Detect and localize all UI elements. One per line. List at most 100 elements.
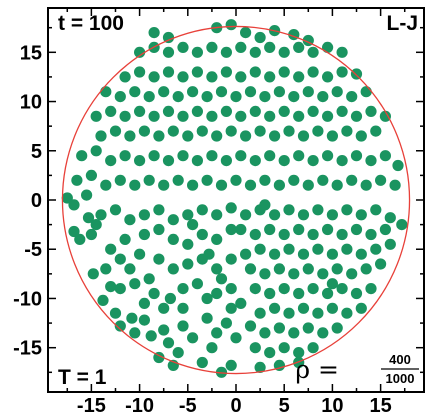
data-point: [273, 179, 285, 191]
data-point: [336, 283, 348, 295]
data-point: [225, 253, 237, 265]
data-point: [288, 174, 300, 186]
y-tick-label: 5: [31, 141, 42, 163]
data-point: [124, 263, 136, 275]
data-point: [138, 297, 150, 309]
data-point: [114, 283, 126, 295]
data-point: [370, 204, 382, 216]
data-point: [138, 125, 150, 137]
data-point: [264, 71, 276, 83]
data-point: [201, 292, 213, 305]
data-point: [317, 91, 329, 103]
data-point: [225, 202, 237, 214]
data-point: [148, 26, 160, 39]
data-point: [317, 268, 329, 280]
data-point: [293, 287, 305, 300]
data-point: [264, 347, 276, 359]
data-point: [148, 110, 160, 122]
data-point: [336, 228, 348, 241]
data-point: [215, 86, 228, 98]
data-point: [384, 238, 396, 250]
data-point: [389, 179, 401, 191]
data-point: [148, 287, 160, 300]
data-point: [109, 204, 122, 216]
data-point: [167, 263, 179, 275]
data-point: [379, 223, 391, 236]
data-point: [307, 66, 319, 78]
data-point: [235, 110, 247, 122]
data-point: [134, 105, 146, 117]
data-point: [182, 209, 194, 221]
data-point: [254, 125, 266, 137]
data-point: [182, 258, 194, 270]
data-point: [201, 174, 213, 186]
data-point: [162, 337, 175, 349]
data-point: [350, 287, 363, 300]
data-point: [162, 46, 175, 58]
data-point: [81, 189, 93, 201]
data-point: [177, 71, 189, 83]
data-point: [350, 223, 363, 236]
data-point: [177, 283, 189, 295]
data-point: [129, 278, 141, 290]
x-tick-label: -5: [179, 395, 197, 416]
data-point: [322, 110, 334, 122]
data-point: [167, 125, 179, 137]
x-tick-label: 10: [321, 395, 343, 416]
data-point: [172, 174, 184, 186]
density-numerator: 400: [389, 352, 411, 367]
data-point: [264, 41, 276, 54]
data-point: [326, 209, 338, 221]
data-point: [129, 327, 141, 339]
data-point: [172, 91, 184, 103]
data-point: [114, 253, 126, 265]
y-tick-label: -5: [24, 239, 42, 261]
data-point: [269, 130, 281, 142]
data-point: [336, 66, 348, 78]
data-point: [206, 110, 218, 122]
data-point: [297, 209, 310, 221]
data-point: [162, 155, 175, 167]
data-point: [177, 41, 189, 54]
data-point: [201, 91, 213, 103]
data-point: [220, 46, 232, 58]
data-point: [211, 287, 223, 300]
data-point: [182, 238, 194, 250]
data-point: [124, 214, 136, 226]
data-point: [273, 86, 285, 98]
data-point: [370, 243, 382, 255]
data-point: [162, 66, 175, 78]
data-point: [68, 225, 80, 238]
data-point: [346, 268, 358, 280]
data-point: [230, 174, 242, 186]
data-point: [379, 110, 391, 122]
data-point: [278, 105, 290, 117]
data-point: [283, 243, 295, 255]
boundary-circle: [61, 25, 411, 375]
data-point: [109, 307, 122, 319]
data-point: [350, 68, 363, 80]
data-point: [278, 342, 290, 354]
data-point: [273, 263, 285, 275]
data-point: [225, 223, 237, 236]
data-point: [293, 71, 305, 83]
data-point: [249, 342, 261, 354]
data-point: [162, 105, 175, 117]
data-point: [297, 302, 310, 314]
data-point: [187, 332, 199, 344]
data-point: [249, 283, 261, 295]
density-denominator: 1000: [386, 371, 415, 386]
data-point: [355, 130, 367, 142]
data-point: [230, 332, 242, 344]
data-point: [249, 46, 261, 58]
ticks-layer: [48, 8, 424, 392]
temperature-label: T = 1: [58, 366, 107, 389]
data-point: [114, 91, 126, 103]
data-point: [220, 66, 232, 78]
data-point: [158, 179, 170, 191]
data-point: [293, 110, 305, 122]
data-point: [355, 248, 367, 260]
data-point: [307, 155, 319, 167]
data-point: [196, 228, 208, 241]
